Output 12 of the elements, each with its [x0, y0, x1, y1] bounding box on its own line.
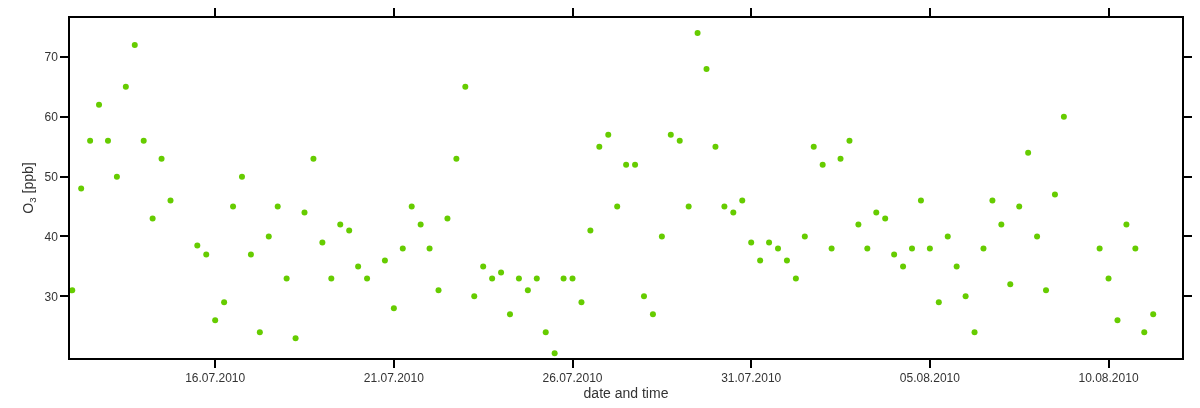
y-tick-label: 60 [44, 109, 59, 124]
y-tick-label: 70 [44, 50, 59, 65]
y-tick-label: 30 [44, 289, 59, 304]
x-tick-label: 26.07.2010 [542, 371, 603, 386]
x-tick-label: 05.08.2010 [899, 371, 961, 386]
x-tick-label: 10.08.2010 [1078, 371, 1139, 386]
x-axis-title: date and time [583, 385, 669, 402]
x-tick-label: 16.07.2010 [185, 371, 246, 386]
y-tick-label: 40 [44, 229, 59, 244]
x-tick-label: 31.07.2010 [721, 371, 782, 386]
x-tick-label: 21.07.2010 [363, 371, 425, 386]
y-tick-label: 50 [44, 169, 59, 184]
